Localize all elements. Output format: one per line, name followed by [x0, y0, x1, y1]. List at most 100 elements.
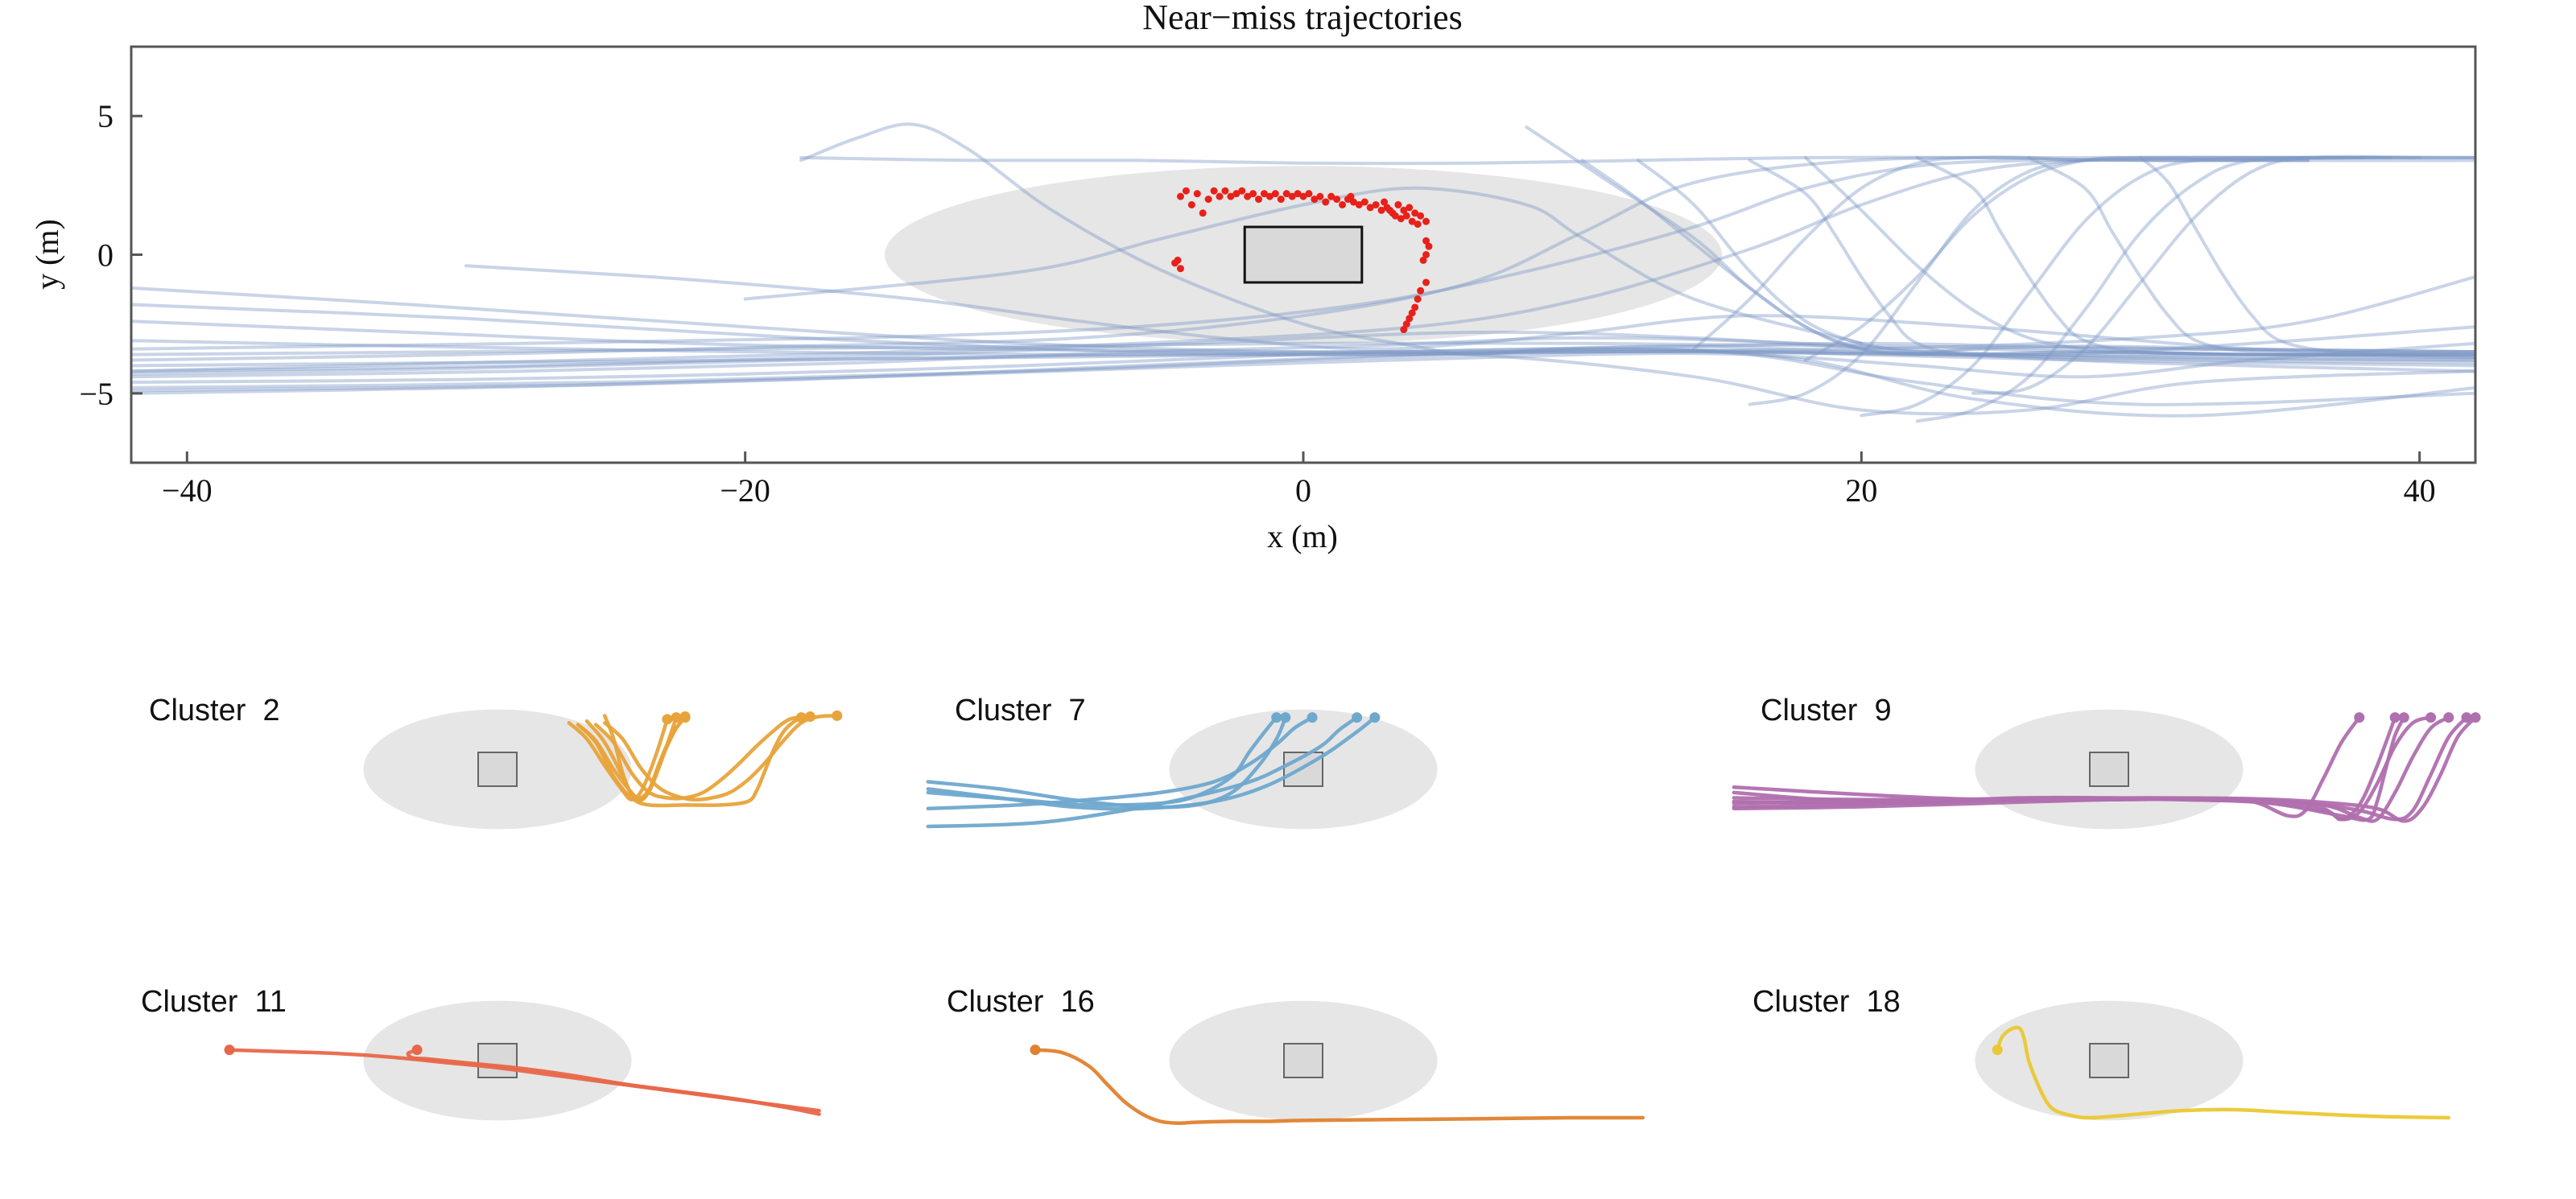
- near-miss-point: [1372, 200, 1380, 208]
- cluster-trajectory: [593, 715, 812, 801]
- near-miss-point: [1400, 326, 1408, 334]
- trajectory-start-point: [1030, 1044, 1041, 1056]
- trajectory-start-point: [411, 1044, 423, 1056]
- trajectory-line: [1804, 155, 2475, 356]
- trajectory-line: [743, 186, 1864, 345]
- trajectory-line: [464, 264, 2475, 356]
- trajectory-line: [131, 286, 2475, 406]
- near-miss-point: [1294, 190, 1302, 198]
- near-miss-point: [1227, 192, 1235, 200]
- trajectory-start-point: [2354, 712, 2365, 723]
- near-miss-point: [1305, 190, 1313, 198]
- cluster-9-plot: [1732, 709, 2481, 830]
- trajectory-line: [1637, 159, 2475, 356]
- trajectory-line: [131, 330, 2475, 373]
- trajectory-start-point: [832, 710, 843, 721]
- trajectory-line: [131, 349, 2475, 389]
- near-miss-point: [1408, 217, 1416, 225]
- near-miss-point: [1333, 196, 1341, 204]
- near-miss-point: [1244, 192, 1252, 200]
- trajectory-start-point: [2461, 712, 2472, 723]
- cluster-9-label: Cluster 9: [1761, 694, 1892, 727]
- near-miss-point: [1277, 196, 1285, 204]
- trajectory-start-point: [2425, 712, 2437, 723]
- near-miss-point: [1232, 190, 1241, 198]
- near-miss-point: [1400, 206, 1408, 214]
- trajectory-start-point: [671, 712, 682, 723]
- trajectory-start-point: [805, 711, 815, 723]
- near-miss-point: [1221, 187, 1229, 195]
- near-miss-point: [1417, 212, 1425, 220]
- cluster-vehicle-box: [2089, 1043, 2129, 1078]
- cluster-trajectory: [1732, 715, 2397, 822]
- cluster-11-label: Cluster 11: [141, 985, 287, 1019]
- cluster-vehicle-box: [1283, 1043, 1323, 1078]
- near-miss-point: [1187, 200, 1195, 208]
- trajectory-line: [1971, 155, 2421, 395]
- near-miss-point: [1199, 209, 1207, 217]
- cluster-trajectory: [406, 1048, 821, 1116]
- near-miss-point: [1414, 295, 1422, 303]
- near-miss-point: [1249, 190, 1257, 198]
- near-miss-point: [1347, 192, 1355, 200]
- near-miss-point: [1311, 196, 1319, 204]
- trajectory-line: [131, 319, 2475, 416]
- cluster-18-panel: Cluster 18: [1752, 985, 2451, 1121]
- trajectory-line: [1915, 155, 2475, 423]
- x-tick-label: 0: [1295, 472, 1311, 509]
- y-tick-label: 0: [97, 237, 114, 274]
- near-miss-point: [1422, 237, 1430, 245]
- main-chart-title: Near−miss trajectories: [1142, 0, 1462, 37]
- trajectory-start-point: [1352, 712, 1363, 723]
- cluster-trajectory: [576, 715, 803, 808]
- near-miss-point: [1216, 192, 1224, 200]
- x-tick-label: 40: [2404, 472, 2436, 509]
- trajectory-start-point: [2470, 712, 2481, 723]
- near-miss-point: [1176, 192, 1184, 200]
- cluster-11-panel: Cluster 11: [141, 985, 821, 1121]
- near-miss-point: [1360, 198, 1368, 206]
- near-miss-point: [1425, 242, 1433, 250]
- cluster-trajectory: [1033, 1048, 1645, 1125]
- near-miss-point: [1377, 206, 1385, 214]
- trajectory-start-point: [1992, 1044, 2003, 1056]
- near-miss-point: [1406, 204, 1414, 212]
- cluster-2-plot: [363, 709, 843, 830]
- trajectory-start-point: [795, 712, 807, 723]
- cluster-11-plot: [224, 1000, 821, 1121]
- near-miss-point: [1349, 198, 1357, 206]
- trajectory-start-point: [1271, 712, 1282, 723]
- near-miss-point: [1210, 187, 1218, 195]
- cluster-trajectory: [602, 714, 840, 802]
- trajectory-line: [2139, 155, 2475, 356]
- trajectory-line: [131, 275, 2475, 368]
- near-miss-point: [1339, 200, 1347, 208]
- near-miss-point: [1408, 309, 1416, 317]
- y-axis-label: y (m): [29, 219, 65, 290]
- near-miss-point: [1414, 220, 1422, 229]
- trajectory-start-point: [679, 711, 691, 723]
- near-miss-point: [1402, 320, 1410, 328]
- cluster-trajectory: [1996, 1025, 2451, 1120]
- cluster-9-panel: Cluster 9: [1732, 694, 2481, 830]
- trajectory-start-point: [2443, 712, 2454, 723]
- cluster-7-plot: [926, 709, 1438, 830]
- near-miss-point: [1355, 200, 1363, 208]
- trajectory-start-point: [2398, 712, 2409, 723]
- cluster-18-plot: [1975, 1000, 2451, 1121]
- trajectory-line: [1748, 159, 2475, 356]
- near-miss-point: [1171, 259, 1179, 267]
- trajectory-line: [131, 155, 2310, 362]
- near-miss-point: [1260, 190, 1268, 198]
- near-miss-point: [1406, 315, 1414, 323]
- cluster-16-panel: Cluster 16: [947, 985, 1645, 1125]
- trajectory-line: [1860, 155, 2475, 418]
- cluster-7-label: Cluster 7: [955, 694, 1086, 727]
- cluster-vehicle-box: [2089, 752, 2129, 787]
- near-miss-point: [1271, 190, 1279, 198]
- trajectory-start-point: [224, 1044, 235, 1056]
- near-miss-point: [1397, 215, 1405, 223]
- cluster-16-label: Cluster 16: [947, 985, 1095, 1019]
- near-miss-point: [1422, 251, 1430, 258]
